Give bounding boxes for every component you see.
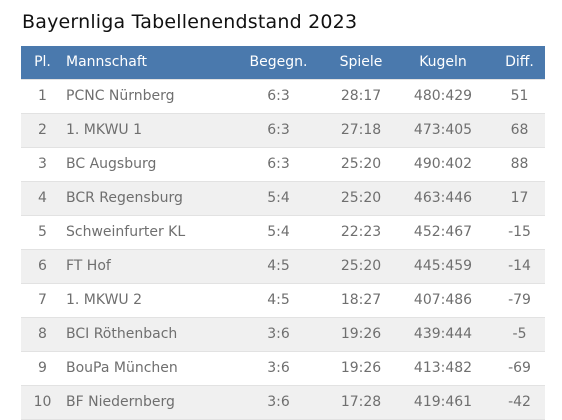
cell-matches: 6:3 xyxy=(227,113,330,148)
cell-games: 19:26 xyxy=(330,317,392,352)
cell-team: Schweinfurter KL xyxy=(64,215,227,250)
cell-team: PCNC Nürnberg xyxy=(64,78,227,114)
cell-balls: 407:486 xyxy=(392,283,494,318)
cell-team: FT Hof xyxy=(64,249,227,284)
cell-games: 22:23 xyxy=(330,215,392,250)
cell-diff: 88 xyxy=(494,147,545,182)
cell-matches: 3:6 xyxy=(227,351,330,386)
page-title: Bayernliga Tabellenendstand 2023 xyxy=(22,11,358,33)
cell-games: 25:20 xyxy=(330,147,392,182)
cell-diff: -79 xyxy=(494,283,545,318)
cell-matches: 6:3 xyxy=(227,147,330,182)
cell-games: 27:18 xyxy=(330,113,392,148)
cell-place: 3 xyxy=(21,147,64,182)
header-diff: Diff. xyxy=(505,54,534,71)
header-games: Spiele xyxy=(339,54,383,71)
cell-diff: -14 xyxy=(494,249,545,284)
table-body: 1 PCNC Nürnberg 6:3 28:17 480:429 51 2 1… xyxy=(21,78,545,420)
cell-place: 10 xyxy=(21,385,64,420)
standings-table: Pl. Mannschaft Begegn. Spiele Kugeln Dif… xyxy=(21,46,545,420)
cell-place: 6 xyxy=(21,249,64,284)
cell-place: 9 xyxy=(21,351,64,386)
table-row: 7 1. MKWU 2 4:5 18:27 407:486 -79 xyxy=(21,283,545,318)
cell-place: 1 xyxy=(21,78,64,114)
cell-balls: 439:444 xyxy=(392,317,494,352)
table-row: 6 FT Hof 4:5 25:20 445:459 -14 xyxy=(21,249,545,284)
table-row: 2 1. MKWU 1 6:3 27:18 473:405 68 xyxy=(21,113,545,148)
cell-diff: 68 xyxy=(494,113,545,148)
cell-balls: 445:459 xyxy=(392,249,494,284)
cell-matches: 4:5 xyxy=(227,283,330,318)
cell-matches: 4:5 xyxy=(227,249,330,284)
cell-matches: 6:3 xyxy=(227,78,330,114)
cell-games: 25:20 xyxy=(330,249,392,284)
cell-team: BCR Regensburg xyxy=(64,181,227,216)
cell-diff: -69 xyxy=(494,351,545,386)
header-team: Mannschaft xyxy=(66,54,148,71)
header-place: Pl. xyxy=(34,54,51,71)
table-row: 8 BCI Röthenbach 3:6 19:26 439:444 -5 xyxy=(21,317,545,352)
cell-diff: -42 xyxy=(494,385,545,420)
cell-diff: -5 xyxy=(494,317,545,352)
cell-games: 18:27 xyxy=(330,283,392,318)
table-row: 9 BouPa München 3:6 19:26 413:482 -69 xyxy=(21,351,545,386)
cell-team: BC Augsburg xyxy=(64,147,227,182)
header-balls: Kugeln xyxy=(419,54,467,71)
cell-balls: 473:405 xyxy=(392,113,494,148)
cell-balls: 463:446 xyxy=(392,181,494,216)
table-row: 1 PCNC Nürnberg 6:3 28:17 480:429 51 xyxy=(21,78,545,114)
cell-matches: 3:6 xyxy=(227,385,330,420)
cell-place: 8 xyxy=(21,317,64,352)
cell-balls: 480:429 xyxy=(392,78,494,114)
cell-balls: 490:402 xyxy=(392,147,494,182)
cell-diff: 51 xyxy=(494,78,545,114)
table-header: Pl. Mannschaft Begegn. Spiele Kugeln Dif… xyxy=(21,46,545,79)
cell-place: 2 xyxy=(21,113,64,148)
cell-place: 5 xyxy=(21,215,64,250)
cell-team: BouPa München xyxy=(64,351,227,386)
cell-team: BF Niedernberg xyxy=(64,385,227,420)
table-row: 10 BF Niedernberg 3:6 17:28 419:461 -42 xyxy=(21,385,545,420)
cell-games: 17:28 xyxy=(330,385,392,420)
table-row: 5 Schweinfurter KL 5:4 22:23 452:467 -15 xyxy=(21,215,545,250)
cell-team: 1. MKWU 2 xyxy=(64,283,227,318)
cell-balls: 419:461 xyxy=(392,385,494,420)
header-matches: Begegn. xyxy=(249,54,308,71)
cell-matches: 3:6 xyxy=(227,317,330,352)
cell-team: 1. MKWU 1 xyxy=(64,113,227,148)
cell-matches: 5:4 xyxy=(227,181,330,216)
cell-games: 19:26 xyxy=(330,351,392,386)
cell-games: 25:20 xyxy=(330,181,392,216)
cell-balls: 452:467 xyxy=(392,215,494,250)
cell-place: 4 xyxy=(21,181,64,216)
cell-balls: 413:482 xyxy=(392,351,494,386)
table-row: 4 BCR Regensburg 5:4 25:20 463:446 17 xyxy=(21,181,545,216)
cell-place: 7 xyxy=(21,283,64,318)
header-row: Pl. Mannschaft Begegn. Spiele Kugeln Dif… xyxy=(21,46,545,79)
cell-diff: -15 xyxy=(494,215,545,250)
cell-team: BCI Röthenbach xyxy=(64,317,227,352)
cell-diff: 17 xyxy=(494,181,545,216)
table-row: 3 BC Augsburg 6:3 25:20 490:402 88 xyxy=(21,147,545,182)
cell-games: 28:17 xyxy=(330,78,392,114)
cell-matches: 5:4 xyxy=(227,215,330,250)
